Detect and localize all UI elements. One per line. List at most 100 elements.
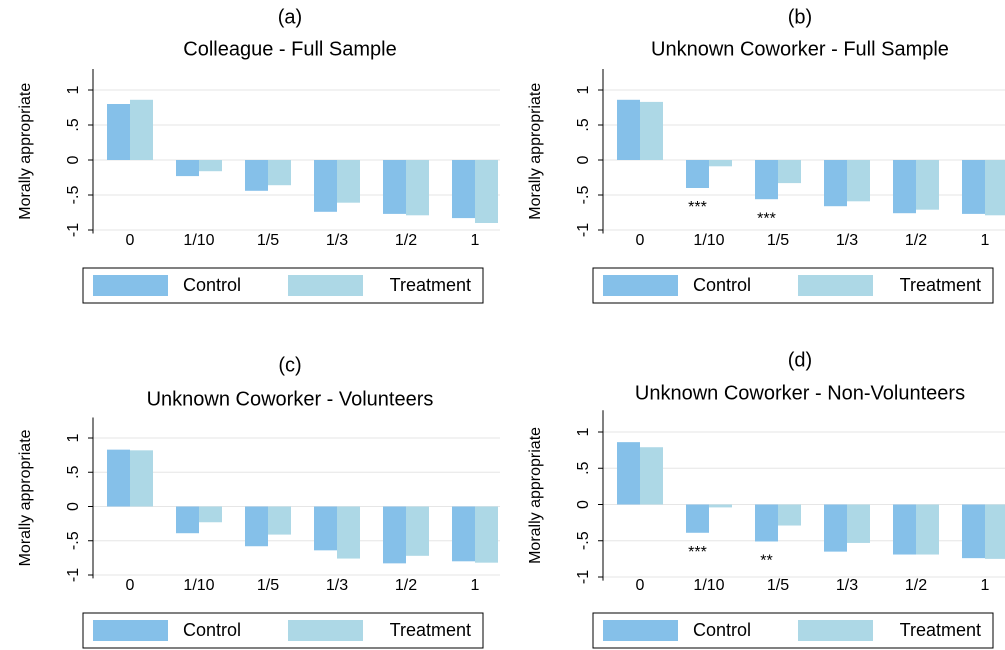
bar [337, 506, 360, 559]
legend-label: Control [693, 275, 751, 295]
bar [383, 506, 406, 564]
y-tick-label: 1 [65, 85, 82, 94]
legend-swatch [798, 275, 873, 296]
legend-swatch [603, 620, 678, 641]
chart-title: Unknown Coworker - Full Sample [651, 38, 949, 60]
panel-label: (b) [788, 6, 812, 28]
bar [916, 160, 939, 210]
y-tick-label: .5 [65, 465, 82, 478]
bar [199, 160, 222, 172]
bar [245, 506, 268, 547]
chart-title: Unknown Coworker - Non-Volunteers [635, 382, 965, 404]
bar [640, 447, 663, 505]
y-tick-label: -1 [65, 568, 82, 582]
bar [686, 504, 709, 533]
annotation: ** [760, 553, 772, 570]
x-tick-label: 1/3 [836, 232, 858, 249]
bar [268, 160, 291, 186]
y-tick-label: 1 [575, 427, 592, 436]
bar [916, 504, 939, 555]
x-tick-label: 0 [126, 232, 135, 249]
y-axis-label: Morally appropriate [527, 83, 544, 220]
y-tick-label: 0 [65, 155, 82, 164]
y-tick-label: .5 [575, 461, 592, 474]
y-tick-label: -1 [65, 223, 82, 237]
x-tick-label: 0 [636, 577, 645, 594]
bar [176, 160, 199, 177]
annotation: *** [688, 199, 707, 216]
x-tick-label: 1 [471, 577, 480, 594]
y-tick-label: 0 [575, 500, 592, 509]
bar [452, 160, 475, 219]
bar [640, 101, 663, 160]
legend-swatch [93, 620, 168, 641]
bar [107, 449, 130, 507]
x-tick-label: 1/5 [257, 232, 279, 249]
x-tick-label: 0 [126, 577, 135, 594]
legend-swatch [288, 620, 363, 641]
panel: (c) Unknown Coworker - Volunteers Morally … [17, 354, 500, 649]
chart-title: Unknown Coworker - Volunteers [147, 388, 434, 410]
chart-title: Colleague - Full Sample [183, 38, 396, 60]
y-tick-label: 0 [575, 155, 592, 164]
bar [107, 104, 130, 160]
bar [755, 504, 778, 542]
y-tick-label: -.5 [65, 531, 82, 550]
panel-label: (d) [788, 349, 812, 371]
y-tick-label: -.5 [575, 531, 592, 550]
x-tick-label: 1/3 [326, 232, 348, 249]
x-tick-label: 0 [636, 232, 645, 249]
bar [847, 504, 870, 543]
bar [824, 504, 847, 552]
y-axis-label: Morally appropriate [17, 429, 34, 566]
y-tick-label: -.5 [575, 186, 592, 205]
bar [475, 506, 498, 563]
legend-swatch [603, 275, 678, 296]
bar [709, 504, 732, 508]
y-tick-label: -1 [575, 570, 592, 584]
legend-swatch [288, 275, 363, 296]
x-tick-label: 1/2 [395, 577, 417, 594]
bar [893, 160, 916, 214]
x-tick-label: 1/10 [183, 577, 214, 594]
bar [337, 160, 360, 203]
bar [617, 442, 640, 505]
annotation: *** [757, 210, 776, 227]
bar [199, 506, 222, 523]
x-tick-label: 1/5 [767, 232, 789, 249]
y-tick-label: 1 [575, 85, 592, 94]
x-tick-label: 1/3 [326, 577, 348, 594]
bar [617, 99, 640, 160]
bar [475, 160, 498, 223]
bar [755, 160, 778, 200]
bar [268, 506, 291, 535]
bar [962, 504, 985, 559]
bar [314, 506, 337, 551]
x-tick-label: 1/2 [905, 577, 927, 594]
bar [778, 160, 801, 184]
panel-label: (c) [278, 354, 301, 376]
bar [406, 160, 429, 216]
bar [985, 504, 1005, 559]
bar [824, 160, 847, 207]
y-axis-label: Morally appropriate [17, 83, 34, 220]
x-tick-label: 1/10 [693, 577, 724, 594]
x-tick-label: 1/5 [257, 577, 279, 594]
x-tick-label: 1/3 [836, 577, 858, 594]
legend-swatch [798, 620, 873, 641]
legend-label: Control [693, 620, 751, 640]
x-tick-label: 1/5 [767, 577, 789, 594]
bar [985, 160, 1005, 216]
bar [847, 160, 870, 202]
x-tick-label: 1 [981, 232, 990, 249]
annotation: *** [688, 544, 707, 561]
panel-label: (a) [278, 6, 302, 28]
legend-swatch [93, 275, 168, 296]
bar [686, 160, 709, 188]
bar [130, 450, 153, 507]
x-tick-label: 1 [471, 232, 480, 249]
bar [709, 160, 732, 167]
y-tick-label: .5 [575, 118, 592, 131]
legend-label: Treatment [900, 620, 981, 640]
x-tick-label: 1/2 [905, 232, 927, 249]
